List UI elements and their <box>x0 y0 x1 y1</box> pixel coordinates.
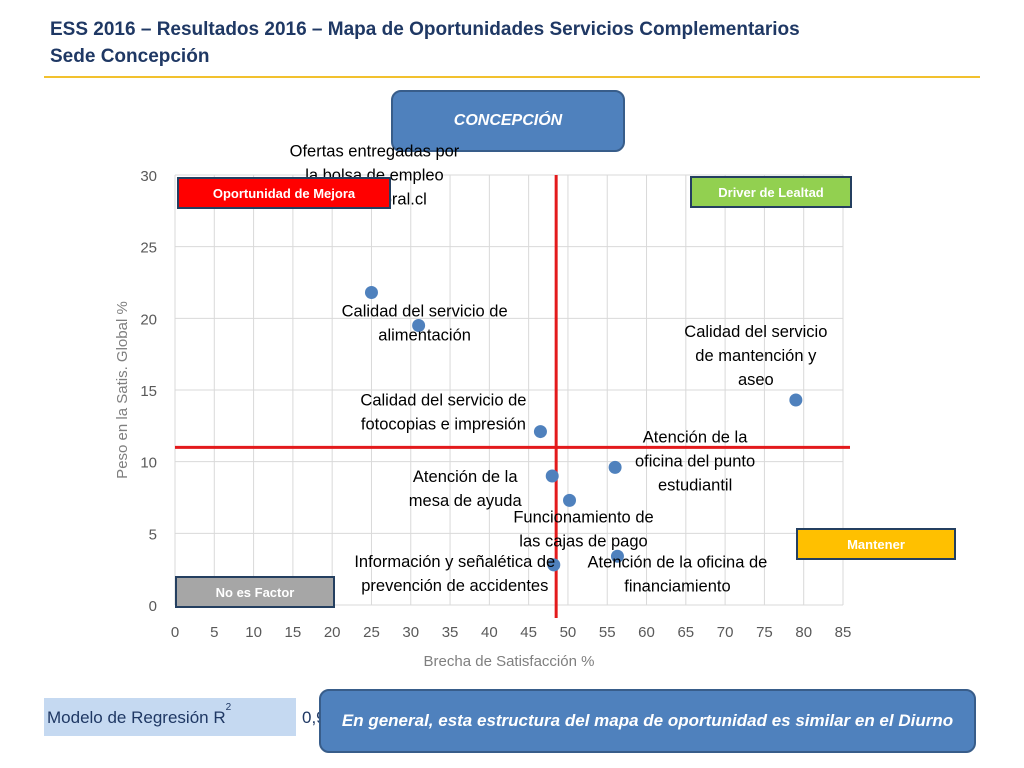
y-tick-label: 15 <box>140 383 157 400</box>
y-tick-label: 20 <box>140 311 157 328</box>
regression-model-box: Modelo de Regresión R2 0,98 <box>44 698 335 736</box>
quadrant-dividers <box>175 175 850 618</box>
data-point <box>563 493 577 507</box>
y-tick-label: 30 <box>140 168 157 185</box>
data-point <box>364 286 378 300</box>
chart-ticks: 0 5 10 15 20 25 30 35 40 45 50 55 60 65 70 75 80 85 0 5 10 15… <box>140 168 851 641</box>
data-point-label: Atención de la mesa de ayuda <box>409 468 523 510</box>
x-tick-label: 55 <box>599 624 616 641</box>
y-tick-label: 0 <box>149 598 157 615</box>
x-tick-label: 50 <box>560 624 577 641</box>
data-point <box>789 393 803 407</box>
conclusion-box: En general, esta estructura del mapa de … <box>319 689 976 753</box>
x-tick-label: 40 <box>481 624 498 641</box>
data-point-label: Atención de la oficina de financiamiento <box>588 553 768 595</box>
title-line-1: ESS 2016 – Resultados 2016 – Mapa de Opo… <box>50 19 800 40</box>
data-point-label: Calidad del servicio de fotocopias e impr… <box>360 392 526 434</box>
x-tick-label: 70 <box>717 624 734 641</box>
data-point <box>545 469 559 483</box>
title-line-2: Sede Concepción <box>50 46 210 67</box>
data-point-label: Calidad del servicio de alimentación <box>342 303 508 345</box>
quadrant-no-es-factor: No es Factor <box>175 576 335 608</box>
data-point <box>610 549 624 563</box>
x-tick-label: 15 <box>285 624 302 641</box>
x-tick-label: 25 <box>363 624 380 641</box>
region-label-box: CONCEPCIÓN <box>391 90 625 152</box>
page-title: ESS 2016 – Resultados 2016 – Mapa de Opo… <box>50 16 800 70</box>
quadrant-driver-lealtad: Driver de Lealtad <box>690 176 852 208</box>
quadrant-mantener: Mantener <box>796 528 956 560</box>
data-point-label: Funcionamiento de las cajas de pago <box>513 508 653 550</box>
data-point-label: Atención de la oficina del punto estudiant… <box>635 428 755 494</box>
y-tick-label: 10 <box>140 455 157 472</box>
y-tick-label: 5 <box>149 526 157 543</box>
quadrant-oportunidad-mejora: Oportunidad de Mejora <box>177 177 391 209</box>
x-tick-label: 80 <box>795 624 812 641</box>
model-superscript: 2 <box>225 702 232 714</box>
chart-grid <box>174 174 844 606</box>
chart-points <box>364 286 803 572</box>
x-tick-label: 45 <box>520 624 537 641</box>
data-point <box>608 460 622 474</box>
x-tick-label: 85 <box>835 624 852 641</box>
x-tick-label: 65 <box>677 624 694 641</box>
x-tick-label: 75 <box>756 624 773 641</box>
model-label: Modelo de Regresión R <box>47 708 226 727</box>
y-tick-label: 25 <box>140 240 157 257</box>
data-point <box>533 425 547 439</box>
data-point <box>412 319 426 332</box>
x-axis-label: Brecha de Satisfacción % <box>424 653 595 670</box>
data-point-label: Información y señalética de prevención de… <box>354 553 555 595</box>
title-divider <box>44 76 980 78</box>
x-tick-label: 35 <box>442 624 459 641</box>
data-point <box>547 558 561 572</box>
x-tick-label: 30 <box>402 624 419 641</box>
chart-point-labels: Ofertas entregadas por la bolsa de empleo… <box>290 143 828 596</box>
x-tick-label: 0 <box>171 624 179 641</box>
x-tick-label: 5 <box>210 624 218 641</box>
data-point-label: Calidad del servicio de mantención y aseo <box>684 323 827 389</box>
y-axis-label: Peso en la Satis. Global % <box>114 301 131 479</box>
x-tick-label: 10 <box>245 624 262 641</box>
x-tick-label: 60 <box>638 624 655 641</box>
x-tick-label: 20 <box>324 624 341 641</box>
